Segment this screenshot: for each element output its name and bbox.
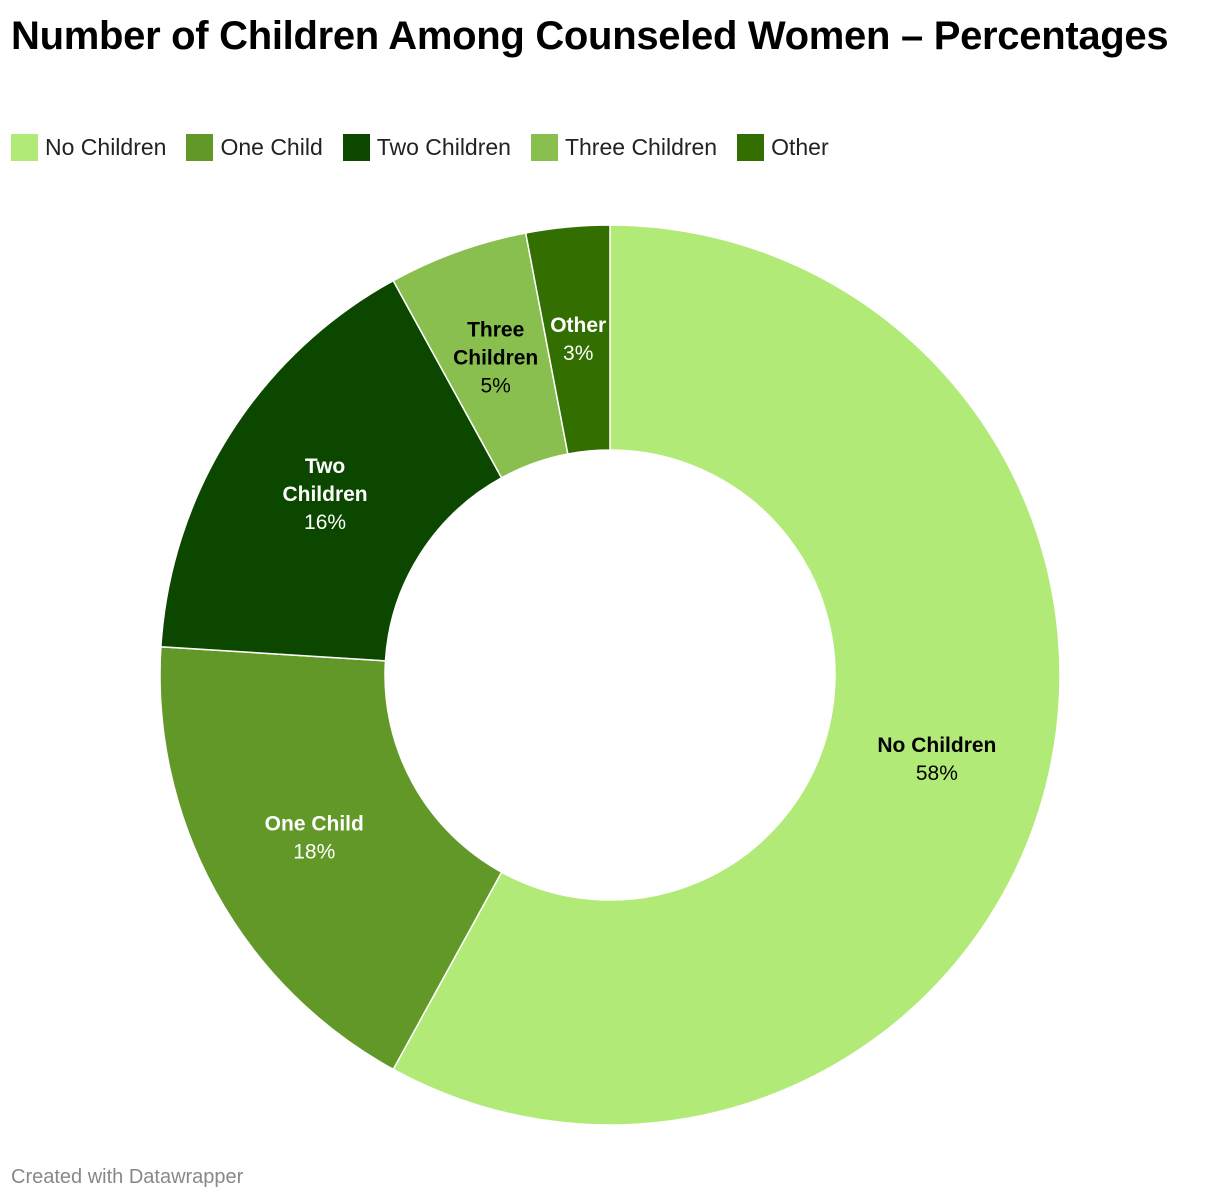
- legend: No Children One Child Two Children Three Ch…: [11, 131, 849, 163]
- slice-label-two-children: Two Children 16%: [282, 455, 367, 534]
- slice-label-value-three-children: 5%: [480, 374, 510, 397]
- legend-item-three-children: Three Children: [530, 133, 718, 161]
- legend-label-one-child: One Child: [220, 133, 323, 160]
- slice-label-value-two-children: 16%: [304, 511, 346, 534]
- slice-label-other: Other 3%: [550, 314, 606, 365]
- legend-label-three-children: Three Children: [564, 133, 718, 160]
- slice-two-children: [160, 279, 503, 662]
- slice-no-children: [392, 224, 1061, 1126]
- donut-slices: [159, 224, 1061, 1126]
- slice-label-name-no-children-0: No Children: [877, 734, 996, 757]
- legend-item-other: Other: [737, 133, 829, 161]
- legend-item-one-child: One Child: [186, 133, 323, 161]
- slice-one-child: [159, 645, 503, 1071]
- slice-label-name-two-children-0: Two: [305, 455, 345, 478]
- slice-other: [524, 224, 611, 455]
- slice-label-name-two-children-1: Children: [282, 483, 367, 506]
- legend-swatch-two-children: [342, 133, 370, 161]
- legend-swatch-one-child: [186, 133, 214, 161]
- slice-label-name-other-0: Other: [550, 314, 606, 337]
- legend-item-no-children: No Children: [11, 133, 167, 161]
- legend-swatch-no-children: [11, 133, 38, 161]
- slice-labels: No Children 58% One Child 18% Two Children 16%…: [265, 314, 997, 864]
- slice-label-name-three-children-1: Children: [453, 346, 538, 369]
- legend-label-other: Other: [771, 133, 829, 160]
- slice-label-name-one-child-0: One Child: [265, 813, 364, 836]
- slice-label-value-no-children: 58%: [916, 762, 958, 785]
- legend-swatch-three-children: [530, 133, 558, 161]
- legend-item-two-children: Two Children: [342, 133, 511, 161]
- slice-label-one-child: One Child 18%: [265, 813, 364, 864]
- slice-label-no-children: No Children 58%: [877, 734, 996, 785]
- legend-swatch-other: [737, 133, 765, 161]
- legend-label-no-children: No Children: [45, 133, 167, 160]
- slice-label-value-one-child: 18%: [293, 841, 335, 864]
- datawrapper-credit: Created with Datawrapper: [11, 1166, 244, 1188]
- legend-label-two-children: Two Children: [376, 133, 511, 160]
- slice-label-value-other: 3%: [563, 342, 593, 365]
- chart-title: Number of Children Among Counseled Women…: [11, 14, 1169, 58]
- slice-label-three-children: Three Children 5%: [453, 318, 538, 397]
- slice-label-name-three-children-0: Three: [467, 318, 524, 341]
